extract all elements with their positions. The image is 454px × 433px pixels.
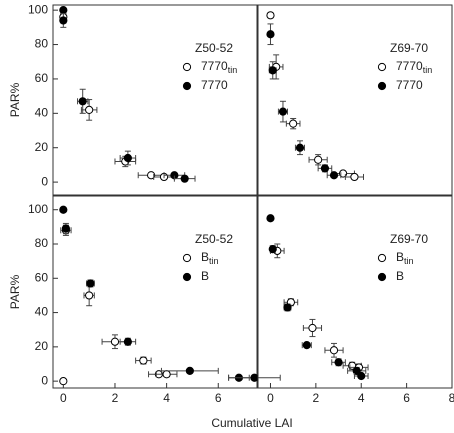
y-tick-label: 40: [35, 105, 49, 119]
legend-label: Btin: [396, 250, 414, 266]
point: [78, 97, 87, 106]
point: [147, 171, 156, 180]
point: [123, 337, 132, 346]
plot-frame: [52, 4, 258, 196]
point: [59, 16, 68, 25]
point: [295, 143, 305, 152]
panel-annotation: Z69-70: [390, 232, 428, 246]
legend-subscript: tin: [404, 256, 414, 266]
y-tick-label: 20: [35, 140, 49, 154]
legend-name: B: [396, 269, 404, 283]
point: [85, 291, 94, 300]
x-tick-label: 6: [403, 391, 410, 405]
x-tick-label: 8: [449, 391, 454, 405]
x-tick-label: 2: [112, 391, 119, 405]
point: [185, 366, 194, 375]
x-tick-label: 4: [358, 391, 365, 405]
point: [266, 11, 275, 20]
legend-label: 7770: [396, 78, 423, 92]
point: [61, 224, 71, 233]
y-tick-label: 20: [35, 339, 49, 353]
point: [110, 337, 120, 346]
point: [139, 356, 148, 365]
y-tick-label: 80: [35, 37, 49, 51]
point: [320, 164, 330, 173]
point: [86, 279, 95, 288]
x-tick-label: 6: [215, 391, 222, 405]
legend-label: 7770tin: [201, 59, 237, 75]
legend-marker: [377, 81, 387, 91]
legend-marker: [377, 253, 387, 263]
legend-name: 7770: [201, 78, 228, 92]
legend-label: Btin: [201, 250, 219, 266]
panel-annotation: Z50-52: [195, 232, 233, 246]
legend-marker: [377, 272, 387, 282]
panel-annotation: Z50-52: [195, 41, 233, 55]
point: [283, 303, 292, 312]
plot-frame: [257, 195, 453, 389]
point: [268, 245, 277, 254]
legend-marker: [182, 272, 192, 282]
y-tick-label: 40: [35, 305, 49, 319]
y-tick-label: 80: [35, 236, 49, 250]
point: [302, 341, 311, 350]
point: [162, 370, 171, 379]
point: [334, 358, 343, 367]
panel-annotation: Z69-70: [390, 41, 428, 55]
y-tick-label: 60: [35, 270, 49, 284]
y-axis-label: PAR%: [8, 274, 22, 309]
legend-name: B: [201, 250, 209, 264]
y-tick-label: 100: [28, 2, 48, 16]
point: [180, 174, 189, 183]
point: [357, 371, 366, 381]
legend-label: 7770: [201, 78, 228, 92]
point: [314, 155, 323, 164]
point: [329, 171, 339, 180]
legend-marker: [182, 62, 192, 72]
point: [59, 377, 68, 386]
legend-marker: [377, 62, 387, 72]
point: [352, 366, 361, 375]
y-axis-label: PAR%: [8, 82, 22, 117]
point: [308, 323, 317, 333]
point: [350, 172, 359, 182]
legend-name: B: [396, 250, 404, 264]
point: [289, 119, 298, 128]
point: [123, 153, 132, 163]
legend-subscript: tin: [228, 65, 238, 75]
legend-name: B: [201, 269, 209, 283]
point: [266, 214, 275, 223]
legend-marker: [182, 81, 192, 91]
y-tick-label: 0: [41, 373, 48, 387]
x-axis-label: Cumulative LAI: [211, 416, 292, 430]
x-tick-label: 4: [163, 391, 170, 405]
point: [268, 66, 277, 75]
x-tick-label: 0: [267, 391, 274, 405]
point: [59, 6, 68, 15]
legend-marker: [182, 253, 192, 263]
legend-subscript: tin: [209, 256, 219, 266]
point: [278, 107, 288, 116]
point: [59, 205, 68, 214]
point: [266, 30, 275, 39]
x-tick-label: 2: [313, 391, 320, 405]
legend-name: 7770: [201, 59, 228, 73]
plot-frame: [52, 195, 258, 389]
legend-name: 7770: [396, 59, 423, 73]
legend-name: 7770: [396, 78, 423, 92]
point: [85, 105, 94, 114]
plot-frame: [257, 4, 453, 196]
legend-label: B: [201, 269, 209, 283]
legend-subscript: tin: [423, 65, 433, 75]
legend-label: B: [396, 269, 404, 283]
point: [250, 373, 259, 382]
point: [329, 346, 339, 355]
y-tick-label: 100: [28, 202, 48, 216]
y-tick-label: 0: [41, 174, 48, 188]
legend-label: 7770tin: [396, 59, 432, 75]
x-tick-label: 0: [60, 391, 67, 405]
y-tick-label: 60: [35, 71, 49, 85]
